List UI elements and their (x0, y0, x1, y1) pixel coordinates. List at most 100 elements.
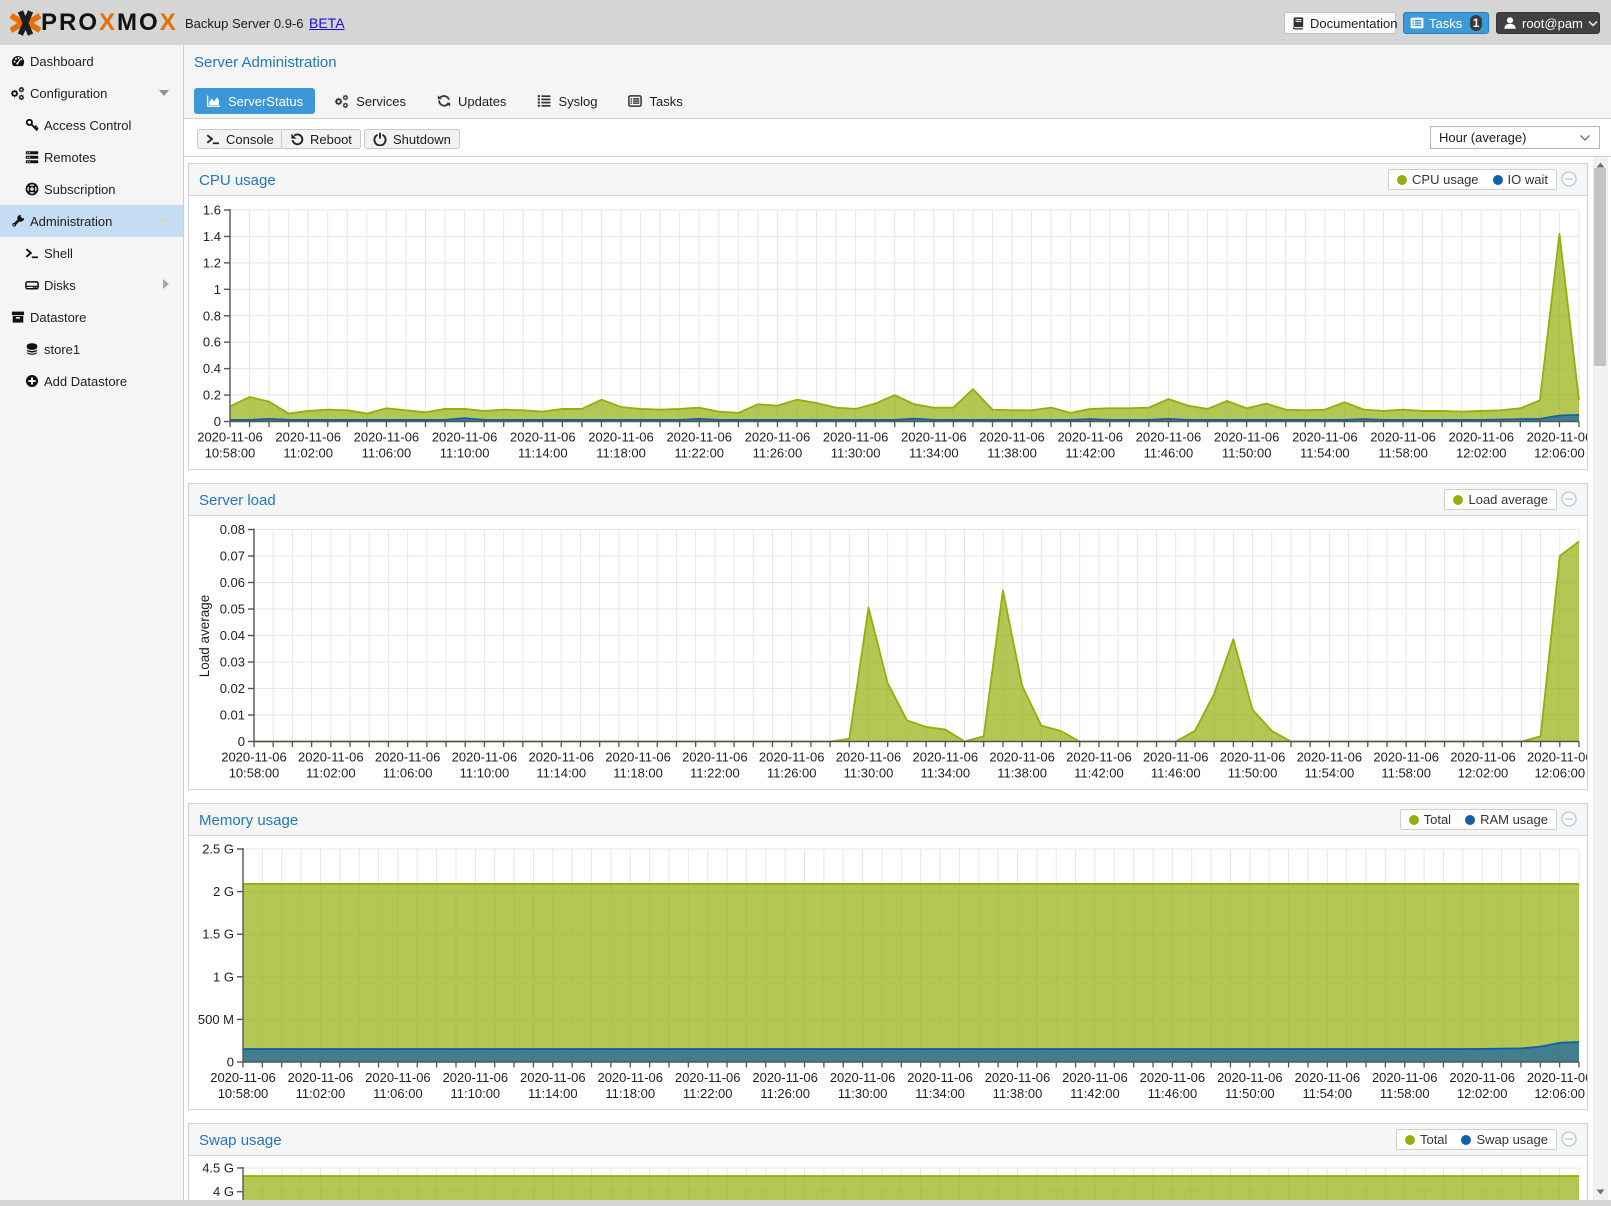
svg-text:11:18:00: 11:18:00 (605, 1086, 655, 1101)
svg-text:11:10:00: 11:10:00 (460, 766, 510, 781)
svg-text:2020-11-06: 2020-11-06 (675, 1070, 741, 1085)
svg-text:2020-11-06: 2020-11-06 (759, 750, 825, 765)
svg-text:0.6: 0.6 (203, 335, 221, 350)
svg-text:2020-11-06: 2020-11-06 (197, 430, 263, 445)
svg-text:12:02:00: 12:02:00 (1456, 446, 1507, 461)
svg-text:11:10:00: 11:10:00 (440, 446, 490, 461)
svg-text:2020-11-06: 2020-11-06 (1295, 1070, 1361, 1085)
svg-text:11:30:00: 11:30:00 (831, 446, 881, 461)
svg-text:2020-11-06: 2020-11-06 (275, 430, 341, 445)
svg-text:11:06:00: 11:06:00 (362, 446, 412, 461)
svg-text:12:06:00: 12:06:00 (1534, 1086, 1585, 1101)
svg-text:0.2: 0.2 (203, 388, 221, 403)
svg-text:2020-11-06: 2020-11-06 (452, 750, 518, 765)
svg-text:2020-11-06: 2020-11-06 (375, 750, 441, 765)
svg-text:11:14:00: 11:14:00 (518, 446, 568, 461)
svg-text:2020-11-06: 2020-11-06 (1527, 1070, 1587, 1085)
svg-text:4.5 G: 4.5 G (202, 1161, 234, 1176)
svg-text:11:10:00: 11:10:00 (451, 1086, 501, 1101)
svg-text:2020-11-06: 2020-11-06 (913, 750, 979, 765)
svg-text:2020-11-06: 2020-11-06 (1214, 430, 1280, 445)
svg-text:2020-11-06: 2020-11-06 (745, 430, 811, 445)
svg-text:2020-11-06: 2020-11-06 (1062, 1070, 1128, 1085)
svg-text:11:46:00: 11:46:00 (1144, 446, 1194, 461)
svg-text:2020-11-06: 2020-11-06 (1217, 1070, 1283, 1085)
svg-text:11:14:00: 11:14:00 (536, 766, 586, 781)
svg-text:11:14:00: 11:14:00 (528, 1086, 578, 1101)
svg-text:2020-11-06: 2020-11-06 (354, 430, 420, 445)
svg-text:2020-11-06: 2020-11-06 (752, 1070, 818, 1085)
svg-text:500 M: 500 M (198, 1012, 234, 1027)
svg-text:11:54:00: 11:54:00 (1302, 1086, 1352, 1101)
svg-text:2020-11-06: 2020-11-06 (528, 750, 594, 765)
svg-text:11:34:00: 11:34:00 (920, 766, 970, 781)
svg-text:11:22:00: 11:22:00 (683, 1086, 733, 1101)
svg-text:2020-11-06: 2020-11-06 (597, 1070, 663, 1085)
svg-text:12:06:00: 12:06:00 (1534, 766, 1585, 781)
svg-text:11:26:00: 11:26:00 (767, 766, 817, 781)
svg-text:2020-11-06: 2020-11-06 (836, 750, 902, 765)
svg-text:2020-11-06: 2020-11-06 (443, 1070, 509, 1085)
svg-text:0: 0 (214, 414, 221, 429)
svg-text:12:02:00: 12:02:00 (1457, 1086, 1508, 1101)
svg-text:2020-11-06: 2020-11-06 (605, 750, 671, 765)
svg-text:0.07: 0.07 (220, 549, 245, 564)
svg-text:2020-11-06: 2020-11-06 (365, 1070, 431, 1085)
svg-text:11:58:00: 11:58:00 (1380, 1086, 1430, 1101)
svg-text:11:46:00: 11:46:00 (1151, 766, 1201, 781)
svg-text:2020-11-06: 2020-11-06 (1450, 750, 1516, 765)
svg-text:2020-11-06: 2020-11-06 (1527, 430, 1587, 445)
svg-text:11:46:00: 11:46:00 (1148, 1086, 1198, 1101)
svg-text:11:50:00: 11:50:00 (1225, 1086, 1275, 1101)
svg-text:10:58:00: 10:58:00 (205, 446, 256, 461)
svg-text:0.05: 0.05 (220, 602, 245, 617)
svg-text:12:02:00: 12:02:00 (1458, 766, 1509, 781)
svg-text:2020-11-06: 2020-11-06 (1297, 750, 1363, 765)
svg-text:10:58:00: 10:58:00 (229, 766, 280, 781)
svg-text:11:38:00: 11:38:00 (987, 446, 1037, 461)
svg-text:2020-11-06: 2020-11-06 (682, 750, 748, 765)
svg-text:11:34:00: 11:34:00 (909, 446, 959, 461)
svg-text:11:42:00: 11:42:00 (1074, 766, 1124, 781)
svg-text:2020-11-06: 2020-11-06 (1527, 750, 1587, 765)
svg-text:2.5 G: 2.5 G (202, 842, 234, 857)
svg-text:11:18:00: 11:18:00 (596, 446, 646, 461)
svg-text:0.4: 0.4 (203, 361, 221, 376)
svg-text:11:54:00: 11:54:00 (1300, 446, 1350, 461)
svg-text:0.06: 0.06 (220, 575, 245, 590)
svg-text:11:42:00: 11:42:00 (1070, 1086, 1120, 1101)
svg-text:11:54:00: 11:54:00 (1305, 766, 1355, 781)
svg-text:2020-11-06: 2020-11-06 (979, 430, 1045, 445)
svg-text:11:26:00: 11:26:00 (760, 1086, 810, 1101)
svg-text:2020-11-06: 2020-11-06 (666, 430, 732, 445)
svg-text:12:06:00: 12:06:00 (1534, 446, 1585, 461)
svg-text:11:30:00: 11:30:00 (844, 766, 894, 781)
svg-text:0.03: 0.03 (220, 655, 245, 670)
svg-text:2020-11-06: 2020-11-06 (432, 430, 498, 445)
svg-text:2020-11-06: 2020-11-06 (1292, 430, 1358, 445)
svg-text:1.4: 1.4 (203, 229, 221, 244)
svg-text:11:38:00: 11:38:00 (993, 1086, 1043, 1101)
svg-text:11:34:00: 11:34:00 (915, 1086, 965, 1101)
svg-text:11:22:00: 11:22:00 (690, 766, 740, 781)
svg-text:0.01: 0.01 (220, 708, 245, 723)
svg-text:2020-11-06: 2020-11-06 (985, 1070, 1051, 1085)
svg-text:11:50:00: 11:50:00 (1222, 446, 1272, 461)
svg-text:0: 0 (238, 734, 245, 749)
svg-text:11:58:00: 11:58:00 (1381, 766, 1431, 781)
svg-text:11:02:00: 11:02:00 (296, 1086, 346, 1101)
svg-text:1.5 G: 1.5 G (202, 927, 234, 942)
svg-text:2020-11-06: 2020-11-06 (1066, 750, 1132, 765)
svg-text:2 G: 2 G (213, 884, 234, 899)
svg-text:1 G: 1 G (213, 969, 234, 984)
svg-text:0.04: 0.04 (220, 628, 245, 643)
svg-text:2020-11-06: 2020-11-06 (830, 1070, 896, 1085)
svg-text:4 G: 4 G (213, 1184, 234, 1199)
svg-text:10:58:00: 10:58:00 (218, 1086, 269, 1101)
svg-text:1: 1 (214, 282, 221, 297)
svg-text:2020-11-06: 2020-11-06 (221, 750, 287, 765)
svg-text:11:42:00: 11:42:00 (1065, 446, 1115, 461)
svg-text:0.02: 0.02 (220, 681, 245, 696)
svg-text:11:06:00: 11:06:00 (383, 766, 433, 781)
svg-text:0.8: 0.8 (203, 308, 221, 323)
